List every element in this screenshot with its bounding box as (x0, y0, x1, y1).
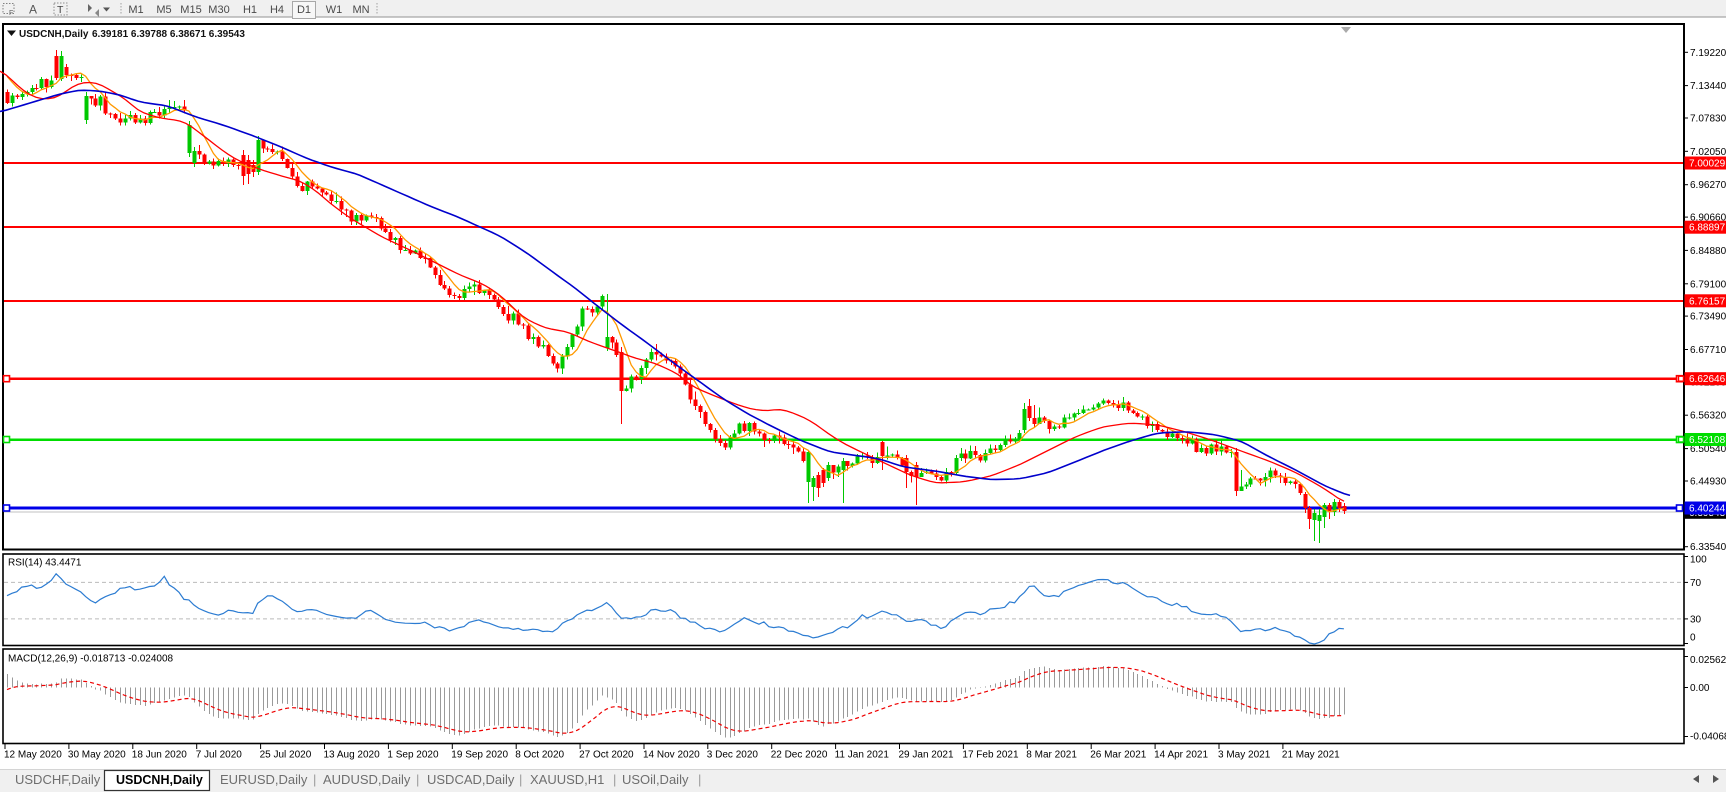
svg-text:29 Jan 2021: 29 Jan 2021 (899, 750, 954, 761)
svg-text:1 Sep 2020: 1 Sep 2020 (387, 750, 439, 761)
svg-text:6.33540: 6.33540 (1690, 542, 1726, 553)
svg-text:14 Apr 2021: 14 Apr 2021 (1154, 750, 1208, 761)
svg-text:7 Jul 2020: 7 Jul 2020 (196, 750, 243, 761)
svg-text:6.62646: 6.62646 (1689, 374, 1726, 385)
svg-text:12 May 2020: 12 May 2020 (4, 750, 62, 761)
svg-text:A: A (29, 3, 37, 17)
svg-text:26 Mar 2021: 26 Mar 2021 (1090, 750, 1147, 761)
svg-text:W1: W1 (326, 4, 343, 16)
svg-text:AUDUSD,Daily: AUDUSD,Daily (323, 772, 411, 787)
svg-text:F: F (9, 10, 13, 17)
svg-text:XAUUSD,H1: XAUUSD,H1 (530, 772, 604, 787)
svg-text:M30: M30 (208, 4, 229, 16)
svg-text:D1: D1 (297, 4, 311, 16)
svg-text:0.025623: 0.025623 (1690, 655, 1726, 666)
svg-text:13 Aug 2020: 13 Aug 2020 (324, 750, 381, 761)
svg-text:6.84880: 6.84880 (1690, 246, 1726, 257)
svg-text:6.79100: 6.79100 (1690, 279, 1726, 290)
svg-text:6.56320: 6.56320 (1690, 411, 1726, 422)
svg-text:6.40244: 6.40244 (1689, 504, 1726, 515)
svg-text:30 May 2020: 30 May 2020 (68, 750, 126, 761)
svg-text:6.73490: 6.73490 (1690, 312, 1726, 323)
svg-text:7.19220: 7.19220 (1690, 48, 1726, 59)
svg-text:-0.040687: -0.040687 (1690, 732, 1726, 743)
svg-text:6.39181 6.39788 6.38671 6.3954: 6.39181 6.39788 6.38671 6.39543 (92, 29, 245, 40)
svg-text:6.96270: 6.96270 (1690, 180, 1726, 191)
svg-text:100: 100 (1690, 555, 1707, 566)
svg-text:MN: MN (352, 4, 369, 16)
svg-text:|: | (698, 772, 701, 787)
svg-text:MACD(12,26,9) -0.018713 -0.024: MACD(12,26,9) -0.018713 -0.024008 (8, 654, 174, 665)
svg-text:30: 30 (1690, 615, 1702, 626)
svg-text:EURUSD,Daily: EURUSD,Daily (220, 772, 308, 787)
svg-text:USDCNH,Daily: USDCNH,Daily (116, 773, 203, 787)
svg-text:22 Dec 2020: 22 Dec 2020 (771, 750, 828, 761)
svg-text:|: | (416, 772, 419, 787)
svg-text:M1: M1 (128, 4, 143, 16)
svg-text:USDCAD,Daily: USDCAD,Daily (427, 772, 515, 787)
svg-text:70: 70 (1690, 578, 1702, 589)
svg-text:6.52108: 6.52108 (1689, 435, 1726, 446)
svg-text:|: | (613, 772, 616, 787)
svg-text:|: | (519, 772, 522, 787)
svg-text:3 May 2021: 3 May 2021 (1218, 750, 1271, 761)
svg-text:7.13440: 7.13440 (1690, 81, 1726, 92)
svg-text:USOil,Daily: USOil,Daily (622, 772, 689, 787)
svg-text:8 Oct 2020: 8 Oct 2020 (515, 750, 564, 761)
svg-text:27 Oct 2020: 27 Oct 2020 (579, 750, 634, 761)
svg-text:6.44930: 6.44930 (1690, 477, 1726, 488)
svg-text:|: | (313, 772, 316, 787)
svg-text:25 Jul 2020: 25 Jul 2020 (260, 750, 312, 761)
svg-text:USDCHF,Daily: USDCHF,Daily (15, 772, 101, 787)
svg-text:7.00029: 7.00029 (1689, 159, 1726, 170)
svg-text:M15: M15 (180, 4, 201, 16)
svg-text:6.76157: 6.76157 (1689, 296, 1726, 307)
svg-text:6.67710: 6.67710 (1690, 345, 1726, 356)
svg-text:H4: H4 (270, 4, 284, 16)
svg-text:3 Dec 2020: 3 Dec 2020 (707, 750, 759, 761)
svg-text:T: T (57, 4, 64, 16)
svg-text:USDCNH,Daily: USDCNH,Daily (19, 29, 89, 40)
svg-text:6.88897: 6.88897 (1689, 223, 1726, 234)
svg-text:11 Jan 2021: 11 Jan 2021 (835, 750, 890, 761)
svg-text:8 Mar 2021: 8 Mar 2021 (1026, 750, 1077, 761)
svg-text:21 May 2021: 21 May 2021 (1282, 750, 1340, 761)
svg-text:14 Nov 2020: 14 Nov 2020 (643, 750, 700, 761)
svg-text:7.07830: 7.07830 (1690, 114, 1726, 125)
svg-text:18 Jun 2020: 18 Jun 2020 (132, 750, 187, 761)
svg-text:19 Sep 2020: 19 Sep 2020 (451, 750, 508, 761)
svg-text:0: 0 (1690, 633, 1696, 644)
svg-text:17 Feb 2021: 17 Feb 2021 (962, 750, 1019, 761)
svg-text:RSI(14) 43.4471: RSI(14) 43.4471 (8, 558, 82, 569)
svg-text:H1: H1 (243, 4, 257, 16)
svg-text:0.00: 0.00 (1690, 683, 1710, 694)
svg-text:7.02050: 7.02050 (1690, 147, 1726, 158)
svg-text:M5: M5 (156, 4, 171, 16)
